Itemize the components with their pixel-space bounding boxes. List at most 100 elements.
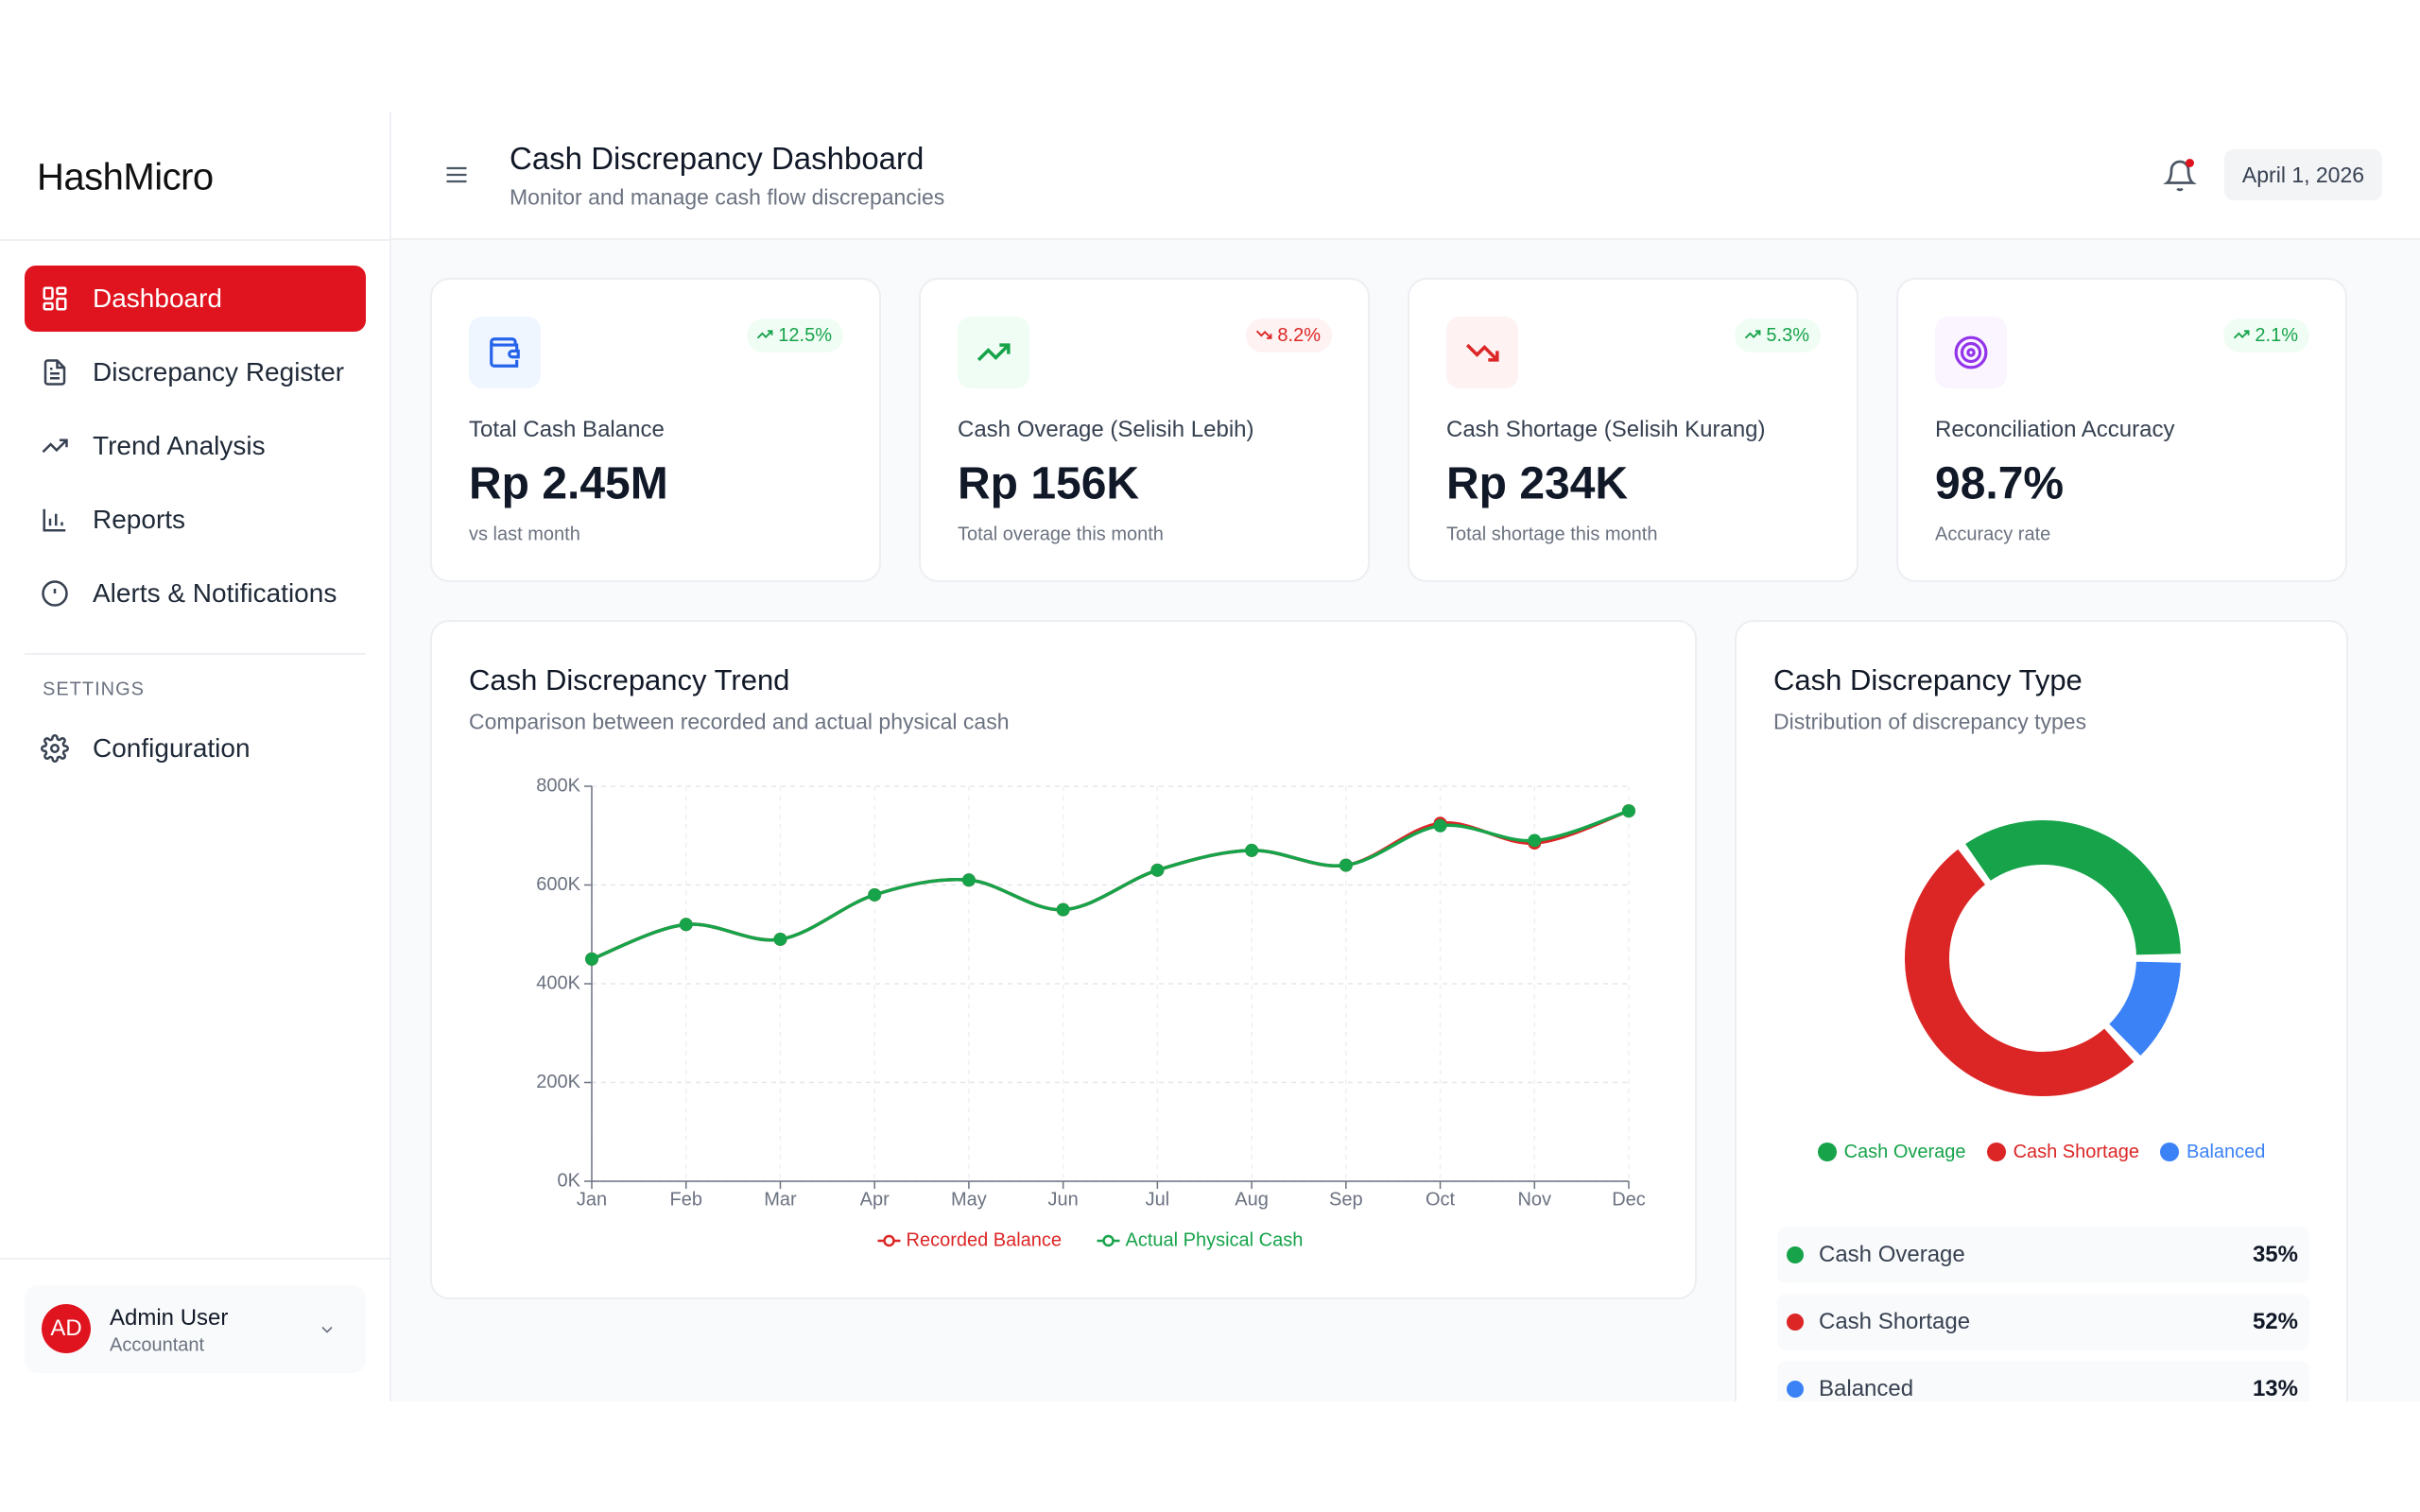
type-row: Cash Shortage 52% [1777,1294,2309,1350]
chart-title: Cash Discrepancy Trend [469,663,790,696]
data-point [1339,858,1353,872]
kpi-card: 2.1% Reconciliation Accuracy 98.7% Accuracy… [1896,278,2347,582]
legend-label: Cash Overage [1843,1141,1966,1162]
series-line [591,809,1630,961]
kpi-icon [469,317,541,388]
kpi-change: 8.2% [1246,318,1332,352]
x-tick-label: Oct [1426,1189,1456,1210]
kpi-icon [1935,317,2007,388]
legend-item: Balanced [2159,1133,2265,1171]
avatar: AD [42,1304,91,1353]
row-value: 13% [2252,1376,2298,1401]
kpi-change-text: 5.3% [1766,325,1809,346]
trend-card: Cash Discrepancy Trend Comparison betwee… [430,620,1697,1299]
kpi-card: 8.2% Cash Overage (Selisih Lebih) Rp 156K T… [919,278,1370,582]
nav-item[interactable]: Discrepancy Register [25,339,366,405]
kpi-note: vs last month [469,524,580,545]
kpi-note: Accuracy rate [1935,524,2051,545]
legend-dot [1817,1143,1837,1161]
y-tick-label: 0K [558,1170,581,1191]
row-dot [1787,1314,1804,1331]
logo: HashMicro [37,156,214,198]
type-row: Balanced 13% [1777,1361,2309,1401]
legend-label: Actual Physical Cash [1126,1229,1304,1250]
divider [25,653,366,655]
data-point [1433,818,1447,833]
row-dot [1787,1381,1804,1398]
divider [0,239,389,241]
kpi-value: Rp 234K [1446,458,1629,509]
row-value: 52% [2252,1309,2298,1334]
data-point [1622,804,1635,818]
kpi-label: Total Cash Balance [469,417,665,442]
data-point [773,932,787,946]
nav-label: Reports [93,505,186,534]
kpi-value: 98.7% [1935,458,2065,509]
divider [0,1258,389,1260]
legend-label: Recorded Balance [907,1229,1063,1250]
data-point [1150,863,1165,877]
date-pill: April 1, 2026 [2224,149,2382,200]
nav-label: Alerts & Notifications [93,578,337,608]
kpi-change: 2.1% [2223,318,2309,352]
row-label: Cash Overage [1819,1242,1965,1267]
menu-button[interactable] [443,162,470,188]
y-tick-label: 400K [536,972,580,993]
kpi-icon [958,317,1029,388]
kpi-label: Cash Shortage (Selisih Kurang) [1446,417,1766,442]
kpi-note: Total overage this month [958,524,1164,545]
donut-segment [2106,959,2183,1058]
type-card: Cash Discrepancy Type Distribution of di… [1735,620,2348,1401]
nav-item[interactable]: Trend Analysis [25,413,366,479]
kpi-change: 12.5% [747,318,843,352]
x-tick-label: Jan [577,1189,607,1210]
kpi-label: Reconciliation Accuracy [1935,417,2175,442]
section-label: SETTINGS [43,679,146,700]
nav-item[interactable]: Reports [25,487,366,553]
legend-icon [883,1234,895,1247]
chart-subtitle: Distribution of discrepancy types [1773,709,2087,734]
x-tick-label: Jun [1048,1189,1079,1210]
x-tick-label: Sep [1329,1189,1363,1210]
kpi-value: Rp 156K [958,458,1140,509]
nav-item[interactable]: Dashboard [25,266,366,332]
kpi-note: Total shortage this month [1446,524,1658,545]
kpi-icon [1446,317,1518,388]
legend: Cash Overage Cash Shortage Balanced [1737,1133,2346,1171]
kpi-change-text: 12.5% [778,325,832,346]
sidebar: HashMicro Dashboard Discrepancy Register… [0,112,391,1401]
x-tick-label: Dec [1612,1189,1646,1210]
app: HashMicro Dashboard Discrepancy Register… [0,112,2420,1401]
y-tick-label: 800K [536,775,580,796]
donut-segment [1903,846,2137,1098]
notification-bell[interactable] [2163,157,2197,195]
data-point [961,873,976,887]
nav-label: Configuration [93,733,251,763]
nav-item[interactable]: Alerts & Notifications [25,560,366,627]
x-tick-label: May [951,1189,987,1210]
data-point [868,887,882,902]
chevron [321,1326,333,1333]
y-tick-label: 200K [536,1072,580,1092]
row-label: Balanced [1819,1376,1914,1401]
y-tick-label: 600K [536,874,580,895]
x-tick-label: Jul [1146,1189,1170,1210]
user-role: Accountant [110,1334,205,1356]
chart-title: Cash Discrepancy Type [1773,663,2083,696]
x-tick-label: Mar [764,1189,797,1210]
legend-item: Cash Shortage [1986,1133,2139,1171]
x-tick-label: Apr [860,1189,890,1210]
user-name: Admin User [110,1305,229,1331]
legend-dot [1986,1143,2006,1161]
kpi-label: Cash Overage (Selisih Lebih) [958,417,1254,442]
data-point [679,918,693,932]
legend-dot [2159,1143,2179,1161]
nav-item[interactable]: Configuration [25,715,366,782]
donut-chart [1903,817,2183,1098]
kpi-card: 12.5% Total Cash Balance Rp 2.45M vs last m… [430,278,881,582]
kpi-change-text: 2.1% [2255,325,2298,346]
type-row: Cash Overage 35% [1777,1227,2309,1283]
nav-label: Dashboard [93,284,222,313]
user-menu[interactable]: AD Admin User Accountant [25,1285,366,1373]
